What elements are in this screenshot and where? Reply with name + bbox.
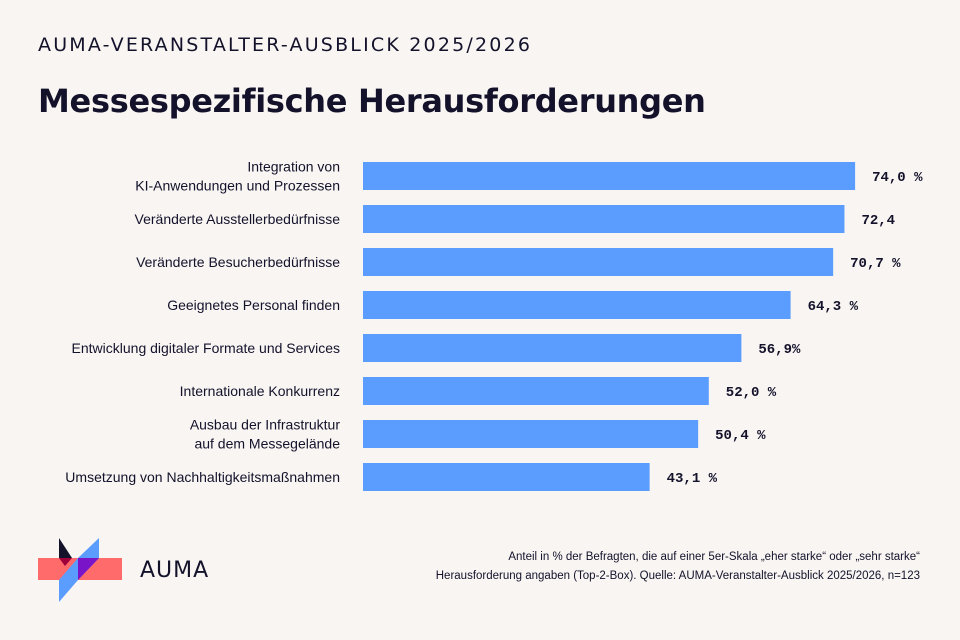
bar <box>363 248 834 276</box>
category-label: KI-Anwendungen und Prozessen <box>135 178 340 194</box>
category-label: Veränderte Besucherbedürfnisse <box>136 254 340 270</box>
kicker: AUMA-VERANSTALTER-AUSBLICK 2025/2026 <box>38 34 533 56</box>
chart-title: Messespezifische Herausforderungen <box>38 82 706 120</box>
data-label: 52,0 % <box>726 385 777 401</box>
data-label: 64,3 % <box>808 299 859 315</box>
footnote-line-2: Herausforderung angaben (Top-2-Box). Que… <box>435 570 920 582</box>
bar <box>363 334 742 362</box>
auma-logo <box>38 538 128 609</box>
data-label: 43,1 % <box>667 471 718 487</box>
logo-text: AUMA <box>140 558 210 583</box>
data-label: 72,4 <box>861 213 895 229</box>
category-label: Veränderte Ausstellerbedürfnisse <box>135 211 341 227</box>
bar <box>363 291 791 319</box>
footnote-line-1: Anteil in % der Befragten, die auf einer… <box>508 551 920 563</box>
bar <box>363 463 650 491</box>
data-label: 74,0 % <box>872 170 923 186</box>
category-label: auf dem Messegelände <box>194 436 340 452</box>
category-label: Ausbau der Infrastruktur <box>190 417 341 433</box>
data-label: 70,7 % <box>850 256 901 272</box>
bar <box>363 205 845 233</box>
category-label: Internationale Konkurrenz <box>180 383 340 399</box>
category-label: Entwicklung digitaler Formate und Servic… <box>72 340 340 356</box>
category-label: Geeignetes Personal finden <box>167 297 340 313</box>
data-label: 56,9% <box>758 342 801 358</box>
footnote: Anteil in % der Befragten, die auf einer… <box>436 548 920 586</box>
bar <box>363 377 709 405</box>
category-label: Umsetzung von Nachhaltigkeitsmaßnahmen <box>65 469 340 485</box>
bar <box>363 162 856 190</box>
data-label: 50,4 % <box>715 428 766 444</box>
bar-chart: 74,0 % Integration von KI-Anwendungen und … <box>65 159 923 491</box>
category-label: Integration von <box>247 159 340 175</box>
bar <box>363 420 699 448</box>
